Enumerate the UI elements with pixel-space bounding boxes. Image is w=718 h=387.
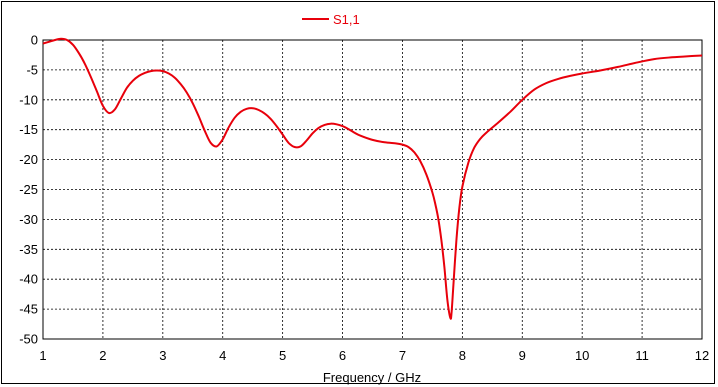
x-tick-label: 2 bbox=[99, 348, 106, 363]
x-tick-label: 1 bbox=[39, 348, 46, 363]
x-tick-label: 12 bbox=[695, 348, 709, 363]
x-tick-label: 9 bbox=[519, 348, 526, 363]
x-tick-label: 11 bbox=[635, 348, 649, 363]
x-tick-label: 5 bbox=[279, 348, 286, 363]
y-tick-label: -35 bbox=[19, 242, 38, 257]
x-axis-label: Frequency / GHz bbox=[323, 370, 421, 385]
x-tick-label: 3 bbox=[159, 348, 166, 363]
series-layer bbox=[42, 37, 703, 320]
y-tick-label: -30 bbox=[19, 212, 38, 227]
x-tick-label: 8 bbox=[459, 348, 466, 363]
y-tick-label: -15 bbox=[19, 122, 38, 137]
y-tick-label: -10 bbox=[19, 92, 38, 107]
x-tick-label: 7 bbox=[399, 348, 406, 363]
x-tick-label: 4 bbox=[219, 348, 226, 363]
y-tick-label: -50 bbox=[19, 332, 38, 347]
y-tick-label: 0 bbox=[31, 33, 38, 48]
plot-border bbox=[42, 39, 703, 340]
legend: S1,1 bbox=[302, 12, 360, 27]
y-tick-label: -5 bbox=[26, 62, 38, 77]
x-tick-label: 10 bbox=[575, 348, 589, 363]
y-tick-label: -40 bbox=[19, 272, 38, 287]
x-tick-labels: 1 2 3 4 5 6 7 8 9 10 11 12 bbox=[39, 348, 709, 363]
series-line-s11 bbox=[42, 37, 703, 320]
y-tick-label: -25 bbox=[19, 182, 38, 197]
y-tick-label: -45 bbox=[19, 302, 38, 317]
y-tick-label: -20 bbox=[19, 152, 38, 167]
x-tick-label: 6 bbox=[339, 348, 346, 363]
grid-lines bbox=[43, 40, 702, 339]
legend-label-s11: S1,1 bbox=[333, 12, 360, 27]
y-tick-labels: 0 -5 -10 -15 -20 -25 -30 -35 -40 -45 -50 bbox=[19, 33, 38, 347]
